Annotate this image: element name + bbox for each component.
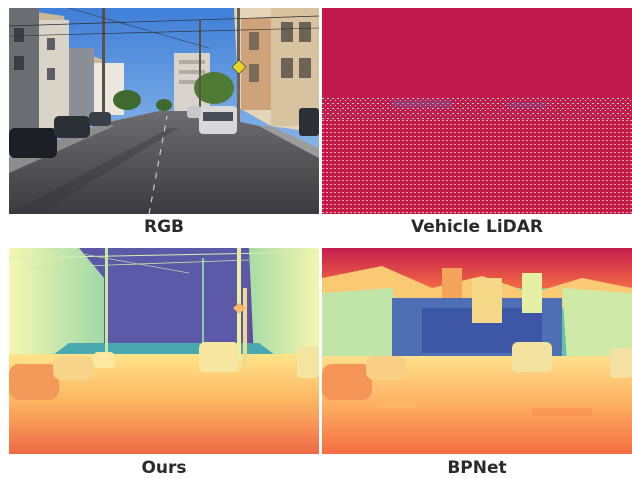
caption-bpnet: BPNet xyxy=(447,458,507,478)
bpnet-depth-image xyxy=(322,248,632,454)
caption-ours: Ours xyxy=(141,458,187,478)
caption-rgb: RGB xyxy=(143,217,184,237)
lidar-depth-image xyxy=(322,8,632,214)
caption-vehicle-lidar: Vehicle LiDAR xyxy=(410,217,544,237)
ours-depth-image xyxy=(9,248,319,454)
rgb-image xyxy=(9,8,319,214)
